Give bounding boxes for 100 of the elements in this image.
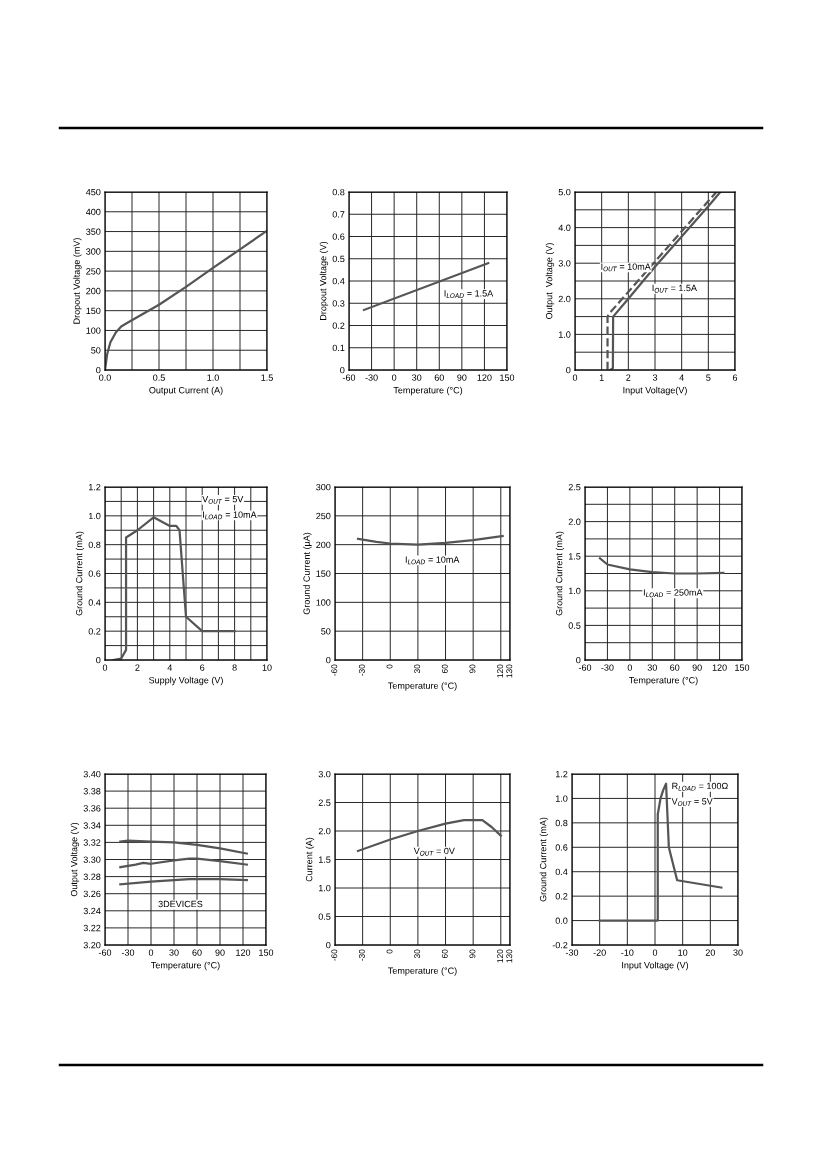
x-tick-label: 150 <box>735 664 750 671</box>
x-tick-label: -30 <box>601 664 614 671</box>
y-tick-label: 150 <box>316 570 331 577</box>
y-tick-label: 400 <box>85 208 101 216</box>
annotation: I$_{LOAD}$ = 10mA <box>405 556 460 565</box>
annotation: I$_{LOAD}$ = 10mA <box>203 511 257 520</box>
x-tick-label: -60 <box>578 664 592 671</box>
x-tick-label: 6 <box>200 664 205 671</box>
y-tick-label: 0.4 <box>88 599 101 606</box>
y-tick-label: 1.0 <box>555 795 568 802</box>
y-tick-label: 0.6 <box>88 570 101 577</box>
x-tick-label: 6 <box>732 374 738 381</box>
y-tick-label: 300 <box>86 248 101 255</box>
x-tick-label: 130 <box>506 664 513 678</box>
y-tick-label: 0.6 <box>555 844 568 851</box>
x-tick-label: 0 <box>386 949 393 954</box>
y-axis-title: Output Voltage (V) <box>70 822 80 897</box>
x-tick-label: 0 <box>102 664 108 671</box>
x-tick-label: 60 <box>670 664 680 671</box>
x-tick-label: 30 <box>414 664 421 674</box>
x-tick-label: 8 <box>232 664 237 671</box>
x-tick-label: -30 <box>358 664 365 676</box>
y-axis-title: Dropout Voltage (mV) <box>73 238 82 324</box>
y-tick-label: 3.30 <box>83 856 101 863</box>
x-tick-label: 1.5 <box>261 374 273 381</box>
x-tick-label: 120 <box>236 949 251 956</box>
x-tick-label: 0.5 <box>153 374 165 381</box>
annotation: V$_{OUT}$ = 5V <box>671 798 713 807</box>
x-tick-label: 60 <box>434 374 444 381</box>
x-tick-label: -30 <box>358 949 365 961</box>
x-tick-label: 90 <box>215 949 225 956</box>
x-tick-label: 120 <box>497 664 504 678</box>
y-tick-label: 0 <box>96 366 101 374</box>
y-tick-label: 0.2 <box>555 893 568 900</box>
x-tick-label: 0 <box>391 374 397 381</box>
x-axis-title: Supply Voltage (V) <box>149 676 223 686</box>
y-tick-label: 3.32 <box>83 839 101 846</box>
y-tick-label: 2.5 <box>318 799 331 806</box>
x-tick-label: 1.0 <box>207 374 219 381</box>
x-tick-label: -30 <box>565 949 579 956</box>
x-tick-label: -60 <box>98 949 112 956</box>
y-tick-label: 3.0 <box>558 260 571 267</box>
annotation: V$_{OUT}$ = 5V <box>202 495 244 504</box>
x-tick-label: 130 <box>506 949 513 963</box>
y-tick-label: 250 <box>316 512 331 520</box>
y-tick-label: 150 <box>86 307 101 315</box>
y-tick-label: 3.34 <box>83 822 101 829</box>
x-tick-label: 120 <box>477 374 492 381</box>
y-tick-label: 350 <box>86 228 101 235</box>
x-tick-label: 4 <box>167 664 173 671</box>
y-axis-title: Ground Current (µA) <box>303 532 312 615</box>
x-tick-label: 60 <box>441 949 448 959</box>
x-axis-title: Input Voltage (V) <box>622 961 689 971</box>
x-tick-label: 10 <box>678 949 688 956</box>
y-tick-label: 0.3 <box>332 300 345 307</box>
y-tick-label: 0.8 <box>555 819 568 827</box>
x-axis-title: Temperature (°C) <box>388 967 457 976</box>
y-tick-label: 0.5 <box>568 622 581 629</box>
annotation: V$_{OUT}$ = 0V <box>413 847 455 856</box>
y-tick-label: 0 <box>326 941 331 949</box>
x-tick-label: 120 <box>712 664 727 671</box>
y-axis-title: Current (A) <box>305 837 315 882</box>
x-tick-label: -60 <box>331 664 338 676</box>
y-tick-label: 450 <box>85 188 101 196</box>
y-tick-label: 100 <box>86 327 101 334</box>
x-tick-label: 2 <box>626 374 631 381</box>
annotation: I$_{OUT}$ = 10mA <box>601 263 651 272</box>
y-tick-label: 1.0 <box>558 331 571 338</box>
y-tick-label: 1.5 <box>568 553 581 560</box>
x-tick-label: -30 <box>121 949 135 956</box>
y-tick-label: 5.0 <box>558 188 571 196</box>
y-tick-label: 0.4 <box>332 277 345 285</box>
y-tick-label: 0.5 <box>318 913 331 920</box>
x-tick-label: 150 <box>500 374 515 381</box>
y-tick-label: 2.0 <box>318 827 331 835</box>
x-tick-label: 90 <box>457 374 467 381</box>
y-tick-label: 2.5 <box>568 483 581 491</box>
y-axis-title: Output Voltage (V) <box>545 243 555 319</box>
y-tick-label: 0.8 <box>88 541 101 549</box>
y-tick-label: 0 <box>566 366 571 374</box>
y-tick-label: 1.5 <box>318 856 331 863</box>
x-tick-label: 0 <box>652 949 658 956</box>
x-axis-title: Input Voltage(V) <box>623 386 687 396</box>
y-tick-label: 0.1 <box>332 344 345 352</box>
x-tick-label: 20 <box>705 949 715 956</box>
y-tick-label: -0.2 <box>552 941 568 949</box>
x-tick-label: 10 <box>262 664 272 671</box>
y-tick-label: 0.2 <box>332 322 345 329</box>
x-tick-label: -60 <box>342 374 356 381</box>
x-tick-label: 90 <box>469 949 476 959</box>
y-axis-title: Ground Current (mA) <box>539 817 549 902</box>
y-tick-label: 2.0 <box>568 518 581 525</box>
x-tick-label: 30 <box>169 949 179 956</box>
y-tick-label: 3.28 <box>83 873 101 880</box>
x-axis-title: Temperature (°C) <box>393 386 463 396</box>
annotation: I$_{LOAD}$ = 250mA <box>643 589 703 598</box>
x-tick-label: 30 <box>733 949 743 956</box>
x-tick-label: 2 <box>135 664 140 671</box>
y-tick-label: 0 <box>340 366 345 374</box>
y-tick-label: 0.4 <box>555 868 568 876</box>
